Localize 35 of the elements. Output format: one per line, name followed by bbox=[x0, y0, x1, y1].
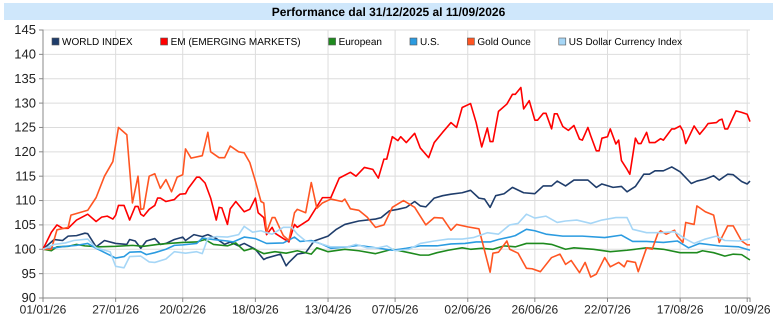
x-tick-label: 13/04/26 bbox=[304, 302, 352, 317]
y-tick-label: 125 bbox=[14, 120, 36, 135]
y-tick-label: 140 bbox=[14, 46, 36, 62]
x-tick-label: 20/02/26 bbox=[159, 302, 206, 317]
x-tick-label: 17/08/26 bbox=[656, 302, 704, 317]
legend-label: US Dollar Currency Index bbox=[568, 37, 682, 48]
legend-label: Gold Ounce bbox=[477, 37, 532, 48]
legend-label: WORLD INDEX bbox=[62, 37, 133, 48]
x-tick-label: 18/03/26 bbox=[232, 302, 280, 317]
y-tick-label: 145 bbox=[14, 22, 36, 38]
x-tick-label: 07/05/26 bbox=[372, 302, 419, 317]
line-series bbox=[42, 238, 751, 261]
y-tick-label: 130 bbox=[14, 95, 36, 110]
y-tick-label: 135 bbox=[14, 70, 36, 86]
chart-title: Performance dal 31/12/2025 al 11/09/2026 bbox=[272, 5, 506, 19]
x-tick-label: 22/07/26 bbox=[584, 302, 632, 317]
line-series bbox=[42, 166, 751, 267]
y-tick-label: 115 bbox=[15, 168, 36, 184]
y-tick-label: 105 bbox=[14, 217, 36, 232]
legend-label: EM (EMERGING MARKETS) bbox=[170, 37, 301, 48]
x-tick-label: 27/01/26 bbox=[92, 302, 140, 317]
legend-label: European bbox=[338, 37, 382, 48]
x-tick-label: 01/01/26 bbox=[20, 302, 67, 317]
y-tick-label: 110 bbox=[15, 192, 36, 208]
line-series bbox=[42, 126, 751, 278]
legend-label: U.S. bbox=[420, 37, 440, 48]
y-tick-label: 120 bbox=[14, 144, 36, 159]
line-series bbox=[42, 86, 751, 250]
y-tick-label: 95 bbox=[22, 266, 36, 281]
y-tick-label: 90 bbox=[22, 290, 36, 306]
x-tick-label: 02/06/26 bbox=[444, 302, 492, 317]
x-tick-label: 26/06/26 bbox=[511, 302, 559, 317]
x-tick-label: 10/09/26 bbox=[724, 302, 771, 317]
y-tick-label: 100 bbox=[14, 241, 36, 256]
line-series bbox=[42, 213, 751, 269]
